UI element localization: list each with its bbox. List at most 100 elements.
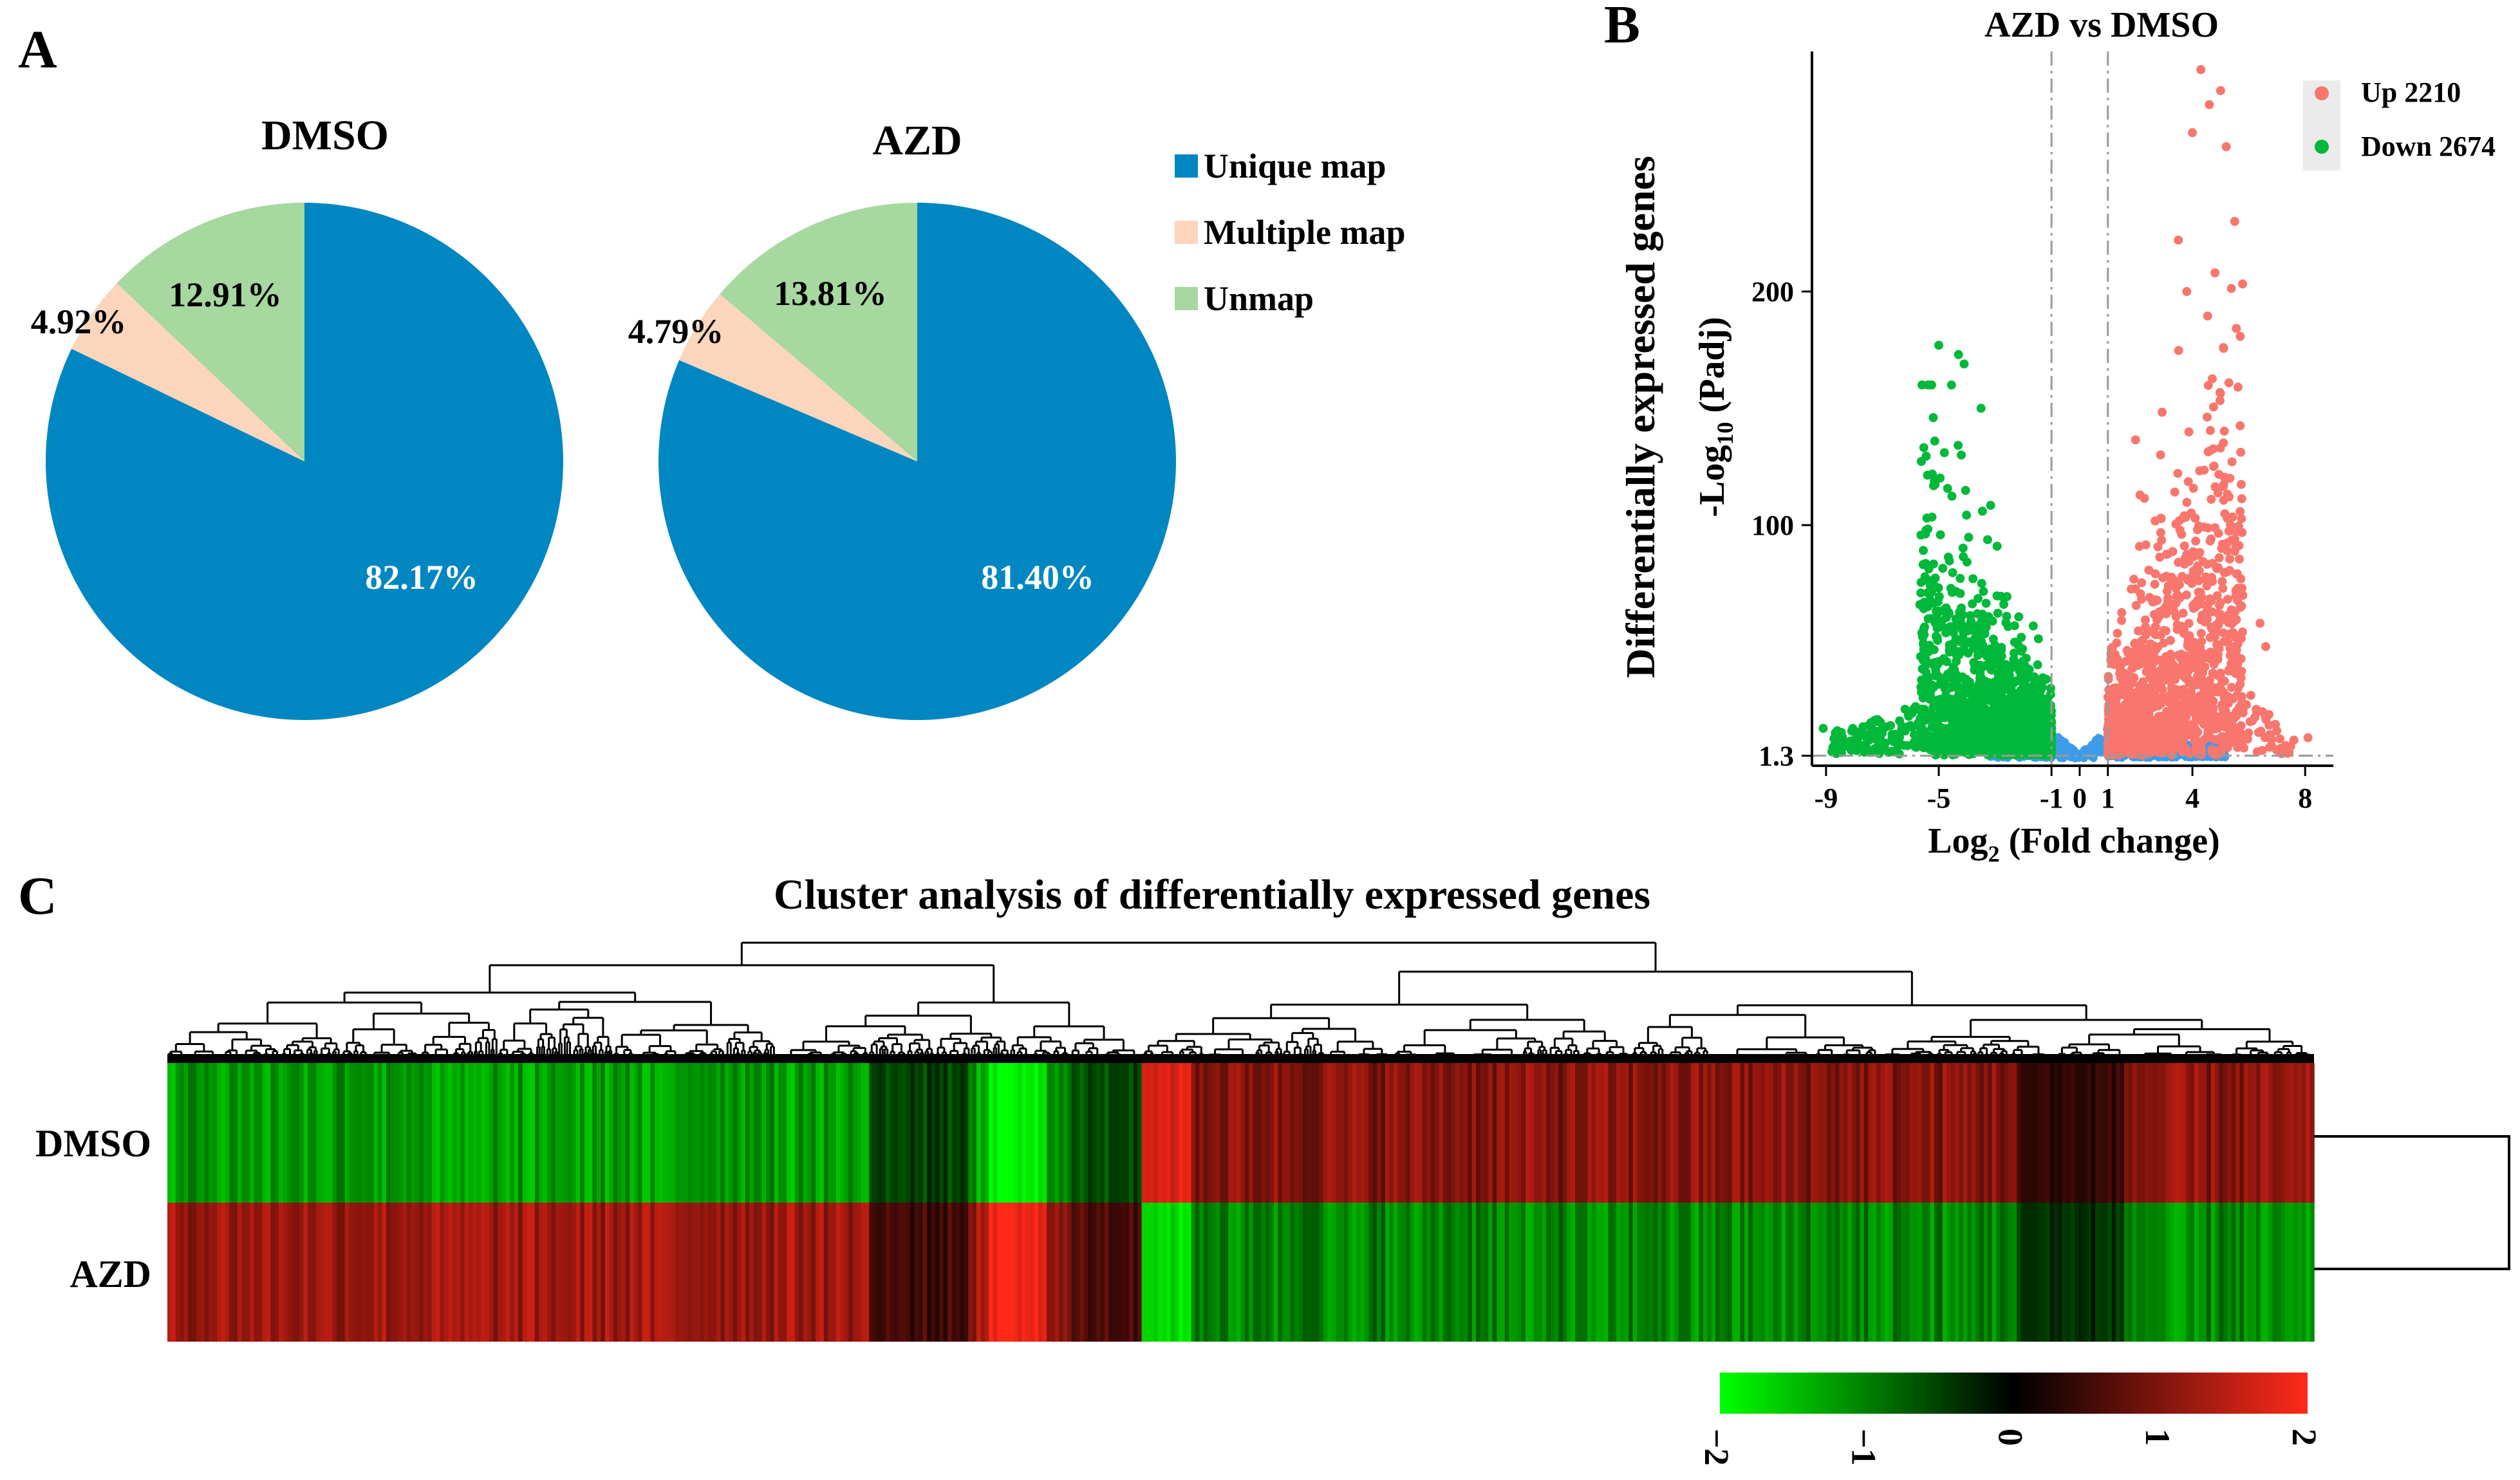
volcano-point-up [2257,746,2267,755]
volcano-point-up [2213,488,2223,498]
volcano-legend-label-up: Up 2210 [2361,77,2461,108]
volcano-point-up [2228,512,2237,522]
volcano-point-up [2171,519,2181,529]
volcano-point-down [1946,380,1956,390]
volcano-point-down [1915,600,1925,609]
volcano-point-down [1966,616,1975,626]
volcano-point-down [1943,685,1952,694]
volcano-point-down [1995,656,2005,666]
volcano-point-down [1945,696,1954,706]
volcano-point-up [2159,638,2169,648]
volcano-point-up [2220,703,2230,713]
volcano-point-up [2129,575,2139,584]
volcano-point-down [1988,616,1997,626]
volcano-point-up [2219,568,2229,577]
volcano-point-down [1924,672,1934,682]
volcano-point-down [1966,685,1976,694]
volcano-point-up [2201,572,2211,582]
volcano-point-down [1880,739,1889,749]
volcano-point-up [2182,631,2192,640]
volcano-point-down [1952,693,1961,703]
volcano-point-up [2155,739,2165,748]
volcano-point-down [2008,709,2017,719]
volcano-point-up [2151,597,2160,606]
volcano-point-up [2205,536,2215,546]
volcano-point-up [2226,659,2236,669]
volcano-point-ns [2055,736,2064,745]
volcano-point-up [2174,346,2183,355]
volcano-point-up [2153,542,2163,551]
panel-label-b: B [1604,0,1640,55]
volcano-point-down [1983,678,1993,687]
volcano-point-up [2205,100,2214,109]
volcano-x-tick-label: -9 [1815,782,1838,814]
volcano-point-down [1955,734,1965,744]
volcano-point-up [2208,374,2217,384]
volcano-point-ns [2094,748,2102,756]
volcano-point-up [2131,600,2141,610]
volcano-point-up [2216,86,2225,95]
volcano-point-down [1928,703,1938,712]
volcano-y-tick-label: 1.3 [1759,740,1794,772]
volcano-point-up [2216,388,2225,398]
volcano-point-up [2236,634,2246,643]
volcano-point-up [2171,584,2181,593]
volcano-point-up [2131,705,2140,714]
volcano-point-up [2203,690,2213,699]
volcano-point-down [1957,712,1967,722]
volcano-point-down [1970,739,1980,749]
volcano-point-up [2224,378,2234,387]
volcano-legend: Up 2210 Down 2674 [2303,77,2496,171]
volcano-point-down [1947,492,1957,501]
volcano-point-down [1939,448,1949,458]
volcano-point-down [2003,622,2013,631]
volcano-point-down [1975,729,1985,739]
pie-dmso-label-unmap: 12.91% [169,275,282,314]
volcano-point-up [2208,402,2218,412]
volcano-point-up [2169,668,2179,678]
volcano-point-up [2191,536,2201,546]
volcano-point-down [1955,614,1965,624]
volcano-point-down [2018,644,2028,654]
volcano-point-down [2014,730,2024,739]
volcano-point-down [2042,696,2052,705]
volcano-point-up [2219,637,2229,647]
volcano-point-down [2028,621,2038,631]
volcano-point-down [1961,625,1970,634]
volcano-point-up [2189,720,2198,730]
volcano-point-down [1973,621,1983,631]
volcano-point-up [2226,726,2235,736]
volcano-point-up [2179,733,2189,743]
volcano-point-down [2011,719,2021,728]
volcano-point-up [2159,625,2169,635]
volcano-point-up [2177,530,2187,539]
volcano-point-down [1981,598,1991,608]
volcano-point-up [2141,540,2151,550]
volcano-point-up [2233,382,2243,392]
volcano-point-down [1895,716,1905,726]
volcano-point-down [2021,654,2031,663]
volcano-point-down [1919,546,1928,555]
volcano-point-up [2199,523,2208,532]
volcano-point-down [2006,683,2016,693]
volcano-legend-marker-down [2315,140,2329,154]
volcano-point-down [1955,573,1965,583]
volcano-point-up [2110,649,2120,659]
volcano-point-up [2180,719,2190,729]
volcano-point-up [2125,718,2134,728]
volcano-point-down [2025,697,2035,707]
volcano-point-up [2232,645,2241,655]
volcano-point-down [1958,543,1968,553]
volcano-point-up [2208,724,2217,734]
volcano-point-ns [2079,747,2087,755]
volcano-point-down [1974,679,1984,689]
volcano-point-up [2162,586,2172,596]
volcano-point-ns [2091,739,2099,748]
volcano-point-down [1856,744,1866,754]
volcano-point-down [1849,726,1859,735]
volcano-point-up [2177,622,2187,631]
volcano-point-down [1934,672,1944,682]
pie-legend: Unique map Multiple map Unmap [1175,147,1406,318]
volcano-point-up [2123,735,2133,745]
volcano-point-up [2144,566,2154,575]
